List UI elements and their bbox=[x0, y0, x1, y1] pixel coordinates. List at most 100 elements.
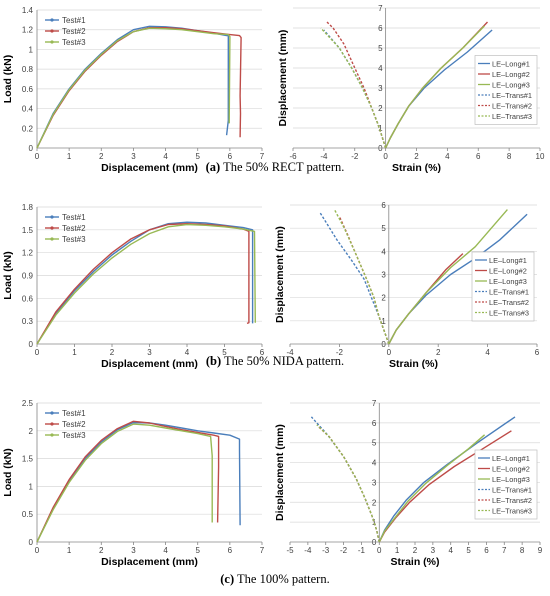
x-tick-label: 4 bbox=[485, 348, 490, 357]
x-tick-label: 8 bbox=[520, 546, 525, 555]
y-axis-title: Displacement (mm) bbox=[274, 226, 286, 323]
legend-marker bbox=[50, 411, 54, 415]
x-tick-label: -4 bbox=[304, 546, 312, 555]
x-tick-label: 0 bbox=[35, 152, 40, 161]
y-axis-title: Load (kN) bbox=[2, 251, 14, 299]
legend-label: LE–Trans#1 bbox=[492, 91, 532, 100]
legend-label: LE–Long#3 bbox=[492, 80, 530, 89]
legend-label: LE–Long#2 bbox=[492, 70, 530, 79]
legend-marker bbox=[50, 40, 54, 44]
y-tick-label: 0 bbox=[372, 538, 377, 547]
legend-box bbox=[471, 251, 535, 322]
series-line bbox=[326, 21, 387, 149]
series-line bbox=[320, 27, 387, 149]
x-tick-label: 4 bbox=[445, 152, 450, 161]
x-tick-label: 1 bbox=[67, 546, 72, 555]
y-tick-label: 0.2 bbox=[22, 124, 34, 133]
legend-label: LE–Trans#2 bbox=[492, 101, 532, 110]
chart-a-right: 0 1 2 3 4 5 6 7 -6 -4 -2 0 2 4 6 8 10 Strain (%) Displacem… bbox=[277, 4, 545, 174]
x-axis-title: Strain (%) bbox=[390, 556, 439, 568]
x-axis-title: Displacement (mm) bbox=[101, 556, 198, 568]
x-tick-label: -3 bbox=[322, 546, 330, 555]
legend-label: Test#3 bbox=[62, 38, 86, 47]
chart-c-left: 0 0.5 1 1.5 2 2.5 0 1 2 3 4 5 6 7 Displacement (mm) Loa… bbox=[2, 399, 265, 568]
y-tick-label: 1.5 bbox=[22, 455, 34, 464]
series-line bbox=[378, 434, 486, 543]
x-tick-label: 6 bbox=[535, 348, 540, 357]
y-tick-label: 5 bbox=[372, 439, 377, 448]
x-tick-label: 1 bbox=[72, 348, 77, 357]
legend-label: LE–Trans#3 bbox=[489, 308, 529, 317]
y-tick-label: 4 bbox=[372, 459, 377, 468]
y-axis-title: Load (kN) bbox=[2, 55, 14, 103]
x-tick-label: 3 bbox=[147, 348, 152, 357]
caption-b: (b) The 50% NIDA pattern. bbox=[205, 354, 345, 368]
x-tick-label: -6 bbox=[289, 152, 297, 161]
y-tick-label: 0.5 bbox=[22, 510, 34, 519]
y-axis-title: Displacement (mm) bbox=[277, 30, 289, 127]
y-tick-label: 3 bbox=[378, 84, 383, 93]
series-line bbox=[318, 426, 380, 543]
y-tick-label: 1 bbox=[381, 317, 386, 326]
series-line bbox=[384, 21, 489, 149]
y-tick-label: 1 bbox=[372, 518, 377, 527]
y-tick-label: 6 bbox=[378, 24, 383, 33]
legend-label: Test#1 bbox=[62, 409, 86, 418]
x-tick-label: 3 bbox=[131, 152, 136, 161]
y-tick-label: 3 bbox=[372, 478, 377, 487]
y-tick-label: 3 bbox=[381, 271, 386, 280]
x-tick-label: 0 bbox=[383, 152, 388, 161]
x-tick-label: -2 bbox=[340, 546, 348, 555]
legend-label: Test#2 bbox=[62, 420, 86, 429]
legend-marker bbox=[50, 18, 54, 22]
x-tick-label: 2 bbox=[99, 546, 104, 555]
x-tick-label: -5 bbox=[286, 546, 294, 555]
x-tick-label: 2 bbox=[436, 348, 441, 357]
x-tick-label: 4 bbox=[448, 546, 453, 555]
legend-marker bbox=[50, 226, 54, 230]
x-tick-label: 10 bbox=[536, 152, 545, 161]
legend-marker bbox=[50, 215, 54, 219]
x-tick-label: 6 bbox=[228, 546, 233, 555]
x-tick-label: 6 bbox=[260, 348, 265, 357]
legend-label: LE–Trans#2 bbox=[492, 496, 532, 505]
y-tick-label: 0 bbox=[381, 340, 386, 349]
x-tick-label: 2 bbox=[413, 546, 418, 555]
y-tick-label: 0.4 bbox=[22, 105, 34, 114]
series-line bbox=[333, 209, 390, 345]
x-tick-label: 0 bbox=[35, 348, 40, 357]
legend-label: LE–Long#1 bbox=[492, 454, 530, 463]
legend-label: LE–Long#1 bbox=[492, 59, 530, 68]
y-axis-title: Displacement (mm) bbox=[274, 424, 286, 521]
legend-marker bbox=[50, 422, 54, 426]
series-line bbox=[388, 209, 508, 345]
series-line bbox=[310, 416, 380, 543]
series-line bbox=[36, 222, 250, 345]
caption-c: (c) The 100% pattern. bbox=[220, 572, 330, 586]
x-tick-label: -2 bbox=[336, 348, 344, 357]
x-tick-label: 0 bbox=[35, 546, 40, 555]
x-axis-title: Strain (%) bbox=[392, 162, 441, 174]
legend-label: Test#2 bbox=[62, 27, 86, 36]
y-tick-label: 6 bbox=[372, 419, 377, 428]
x-tick-label: 4 bbox=[163, 152, 168, 161]
x-tick-label: 7 bbox=[260, 546, 265, 555]
legend-label: Test#1 bbox=[62, 16, 86, 25]
x-tick-label: 1 bbox=[395, 546, 400, 555]
series-line bbox=[36, 420, 220, 543]
x-tick-label: 8 bbox=[507, 152, 512, 161]
caption-a: (a) The 50% RECT pattern. bbox=[205, 160, 345, 174]
x-tick-label: 6 bbox=[484, 546, 489, 555]
legend-label: LE–Long#2 bbox=[492, 464, 530, 473]
y-tick-label: 1 bbox=[29, 45, 34, 54]
x-axis-title: Strain (%) bbox=[389, 358, 438, 370]
legend-label: LE–Trans#1 bbox=[489, 287, 529, 296]
y-tick-label: 5 bbox=[381, 224, 386, 233]
legend-label: Test#2 bbox=[62, 224, 86, 233]
legend-label: LE–Long#3 bbox=[492, 475, 530, 484]
x-tick-label: 3 bbox=[431, 546, 436, 555]
legend-label: LE–Long#2 bbox=[489, 266, 527, 275]
legend-label: Test#1 bbox=[62, 213, 86, 222]
y-tick-label: 1.8 bbox=[22, 203, 34, 212]
